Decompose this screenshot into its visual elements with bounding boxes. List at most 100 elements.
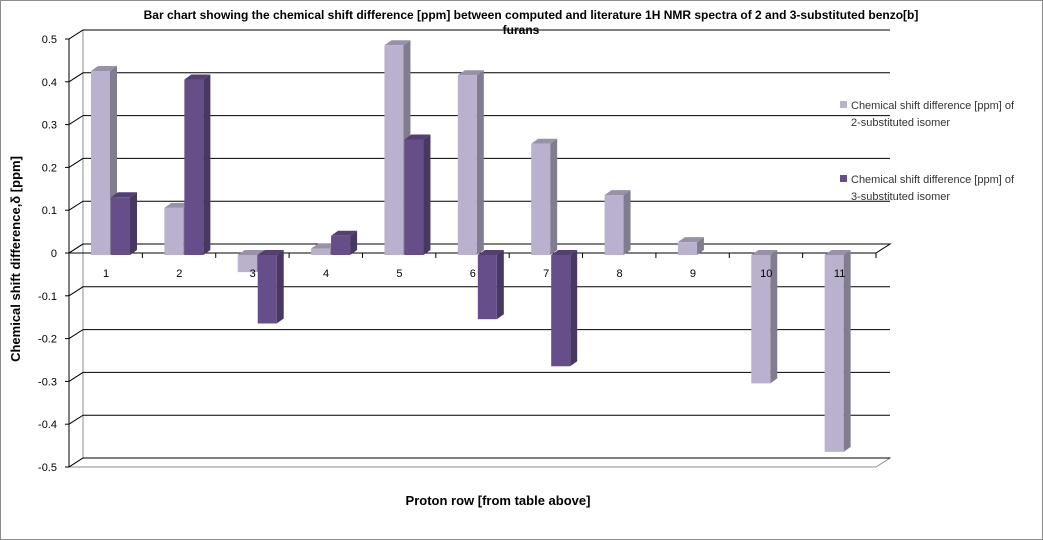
bar-face [531, 143, 551, 255]
bar-top [751, 250, 778, 255]
x-tick-label: 11 [834, 268, 845, 280]
bar-top [477, 250, 504, 255]
legend-label: 2-substituted isomer [851, 117, 950, 129]
bar-top [551, 250, 578, 255]
bar-top [257, 250, 284, 255]
y-tick-label: 0.3 [42, 120, 57, 132]
bar-side [550, 138, 558, 255]
bar-side [130, 192, 137, 255]
bar [677, 237, 704, 255]
bar-face [477, 255, 497, 320]
bar [457, 70, 484, 256]
x-axis-categories: 1 2 3 4 5 6 7 8 9 10 11 [103, 268, 845, 280]
bar-face [311, 248, 331, 255]
x-tick-label: 3 [250, 268, 256, 280]
bar-top [184, 74, 211, 80]
bar-face [384, 45, 404, 255]
legend-label: Chemical shift difference [ppm] of [851, 100, 1015, 112]
y-tick-label: 0.4 [42, 77, 57, 89]
x-tick-label: 1 [103, 268, 109, 280]
bar [257, 250, 284, 324]
bar-top [311, 243, 338, 249]
y-tick-label: -0.2 [38, 334, 57, 346]
bar-top [531, 138, 558, 144]
bar-side [696, 237, 704, 255]
bar-top [457, 70, 484, 76]
bar-side [570, 250, 578, 367]
x-tick-label: 6 [470, 268, 476, 280]
bar-face [604, 195, 624, 255]
gridline [68, 371, 890, 382]
y-axis-title: Chemical shift difference,δ [ppm] [8, 156, 23, 362]
bar-face [257, 255, 277, 324]
legend-swatch [840, 175, 847, 182]
x-tick-label: 8 [616, 268, 622, 280]
gridline [68, 29, 890, 40]
x-axis-title: Proton row [from table above] [406, 493, 591, 508]
legend-label: Chemical shift difference [ppm] of [851, 174, 1015, 186]
bar-face [751, 255, 771, 384]
bar-side [623, 190, 631, 255]
bar-side [276, 250, 284, 324]
bar-face [404, 139, 424, 255]
bar-side [476, 70, 484, 256]
bar [824, 250, 851, 452]
legend: Chemical shift difference [ppm] of 2-subs… [840, 100, 1015, 203]
y-axis-ticks: 0.5 0.4 0.3 0.2 0.1 0 -0.1 -0.2 -0.3 -0.4 -0.5 [38, 34, 69, 474]
bar-face [164, 207, 184, 255]
bar-face [111, 197, 130, 255]
bar-top [111, 192, 137, 198]
bar [111, 192, 137, 255]
bar-face [824, 255, 844, 452]
bar [604, 190, 631, 255]
bar-top [237, 250, 264, 255]
bar [404, 134, 431, 255]
y-tick-label: -0.5 [38, 462, 57, 474]
bar [751, 250, 778, 384]
bar-side [496, 250, 504, 320]
bar-top [384, 40, 411, 46]
bar-face [457, 75, 477, 256]
bar-side [203, 74, 211, 256]
y-tick-label: 0.5 [42, 34, 57, 46]
legend-swatch [840, 101, 847, 108]
bar [184, 74, 211, 256]
chart-title-line-1: Bar chart showing the chemical shift dif… [144, 8, 919, 22]
gridline [68, 457, 890, 468]
bar [477, 250, 504, 320]
bar [551, 250, 578, 367]
bar-top [404, 134, 431, 140]
bar-top [677, 237, 704, 243]
bar-face [91, 70, 110, 256]
gridline [68, 414, 890, 425]
bar-face [551, 255, 571, 367]
bar-top [164, 202, 191, 208]
gridline [68, 286, 890, 297]
bar-top [91, 65, 117, 71]
x-tick-label: 2 [176, 268, 182, 280]
chart-title: Bar chart showing the chemical shift dif… [144, 8, 919, 37]
y-tick-label: 0.2 [42, 162, 57, 174]
bar [531, 138, 558, 255]
x-tick-label: 5 [396, 268, 402, 280]
x-tick-label: 9 [690, 268, 696, 280]
bar-top [824, 250, 851, 255]
bar-face [184, 79, 204, 256]
legend-label: 3-substituted isomer [851, 191, 950, 203]
bar-side [423, 134, 431, 255]
floor [67, 457, 892, 468]
gridline [68, 157, 890, 168]
gridline [68, 72, 890, 83]
bars [91, 40, 851, 452]
x-tick-label: 7 [543, 268, 549, 280]
bar-face [237, 255, 257, 273]
bar-face [331, 235, 351, 255]
y-tick-label: 0 [51, 248, 57, 260]
bar [331, 230, 358, 255]
y-tick-label: -0.3 [38, 376, 57, 388]
x-tick-label: 10 [760, 268, 772, 280]
bar-side [770, 250, 778, 384]
y-tick-label: 0.1 [42, 205, 57, 217]
